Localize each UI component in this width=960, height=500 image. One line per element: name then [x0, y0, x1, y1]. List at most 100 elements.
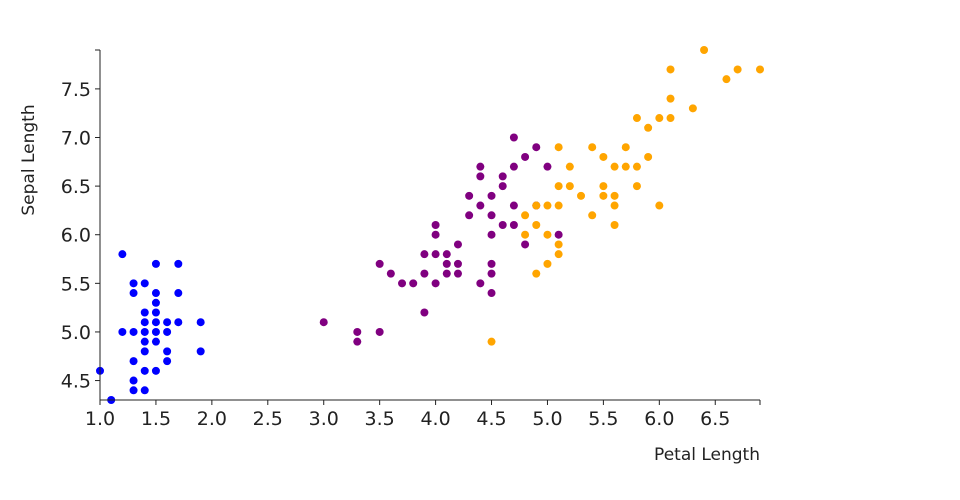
- x-tick-label: 2.5: [253, 408, 283, 430]
- data-point: [151, 318, 160, 327]
- data-point: [487, 259, 496, 268]
- data-point: [129, 279, 138, 288]
- data-point: [140, 386, 149, 395]
- data-point: [700, 46, 709, 54]
- data-point: [129, 386, 138, 395]
- data-point: [163, 327, 172, 336]
- x-tick-label: 2.0: [197, 408, 227, 430]
- data-point: [621, 143, 630, 152]
- y-tick-label: 5.0: [61, 322, 91, 344]
- data-point: [756, 65, 764, 74]
- data-point: [174, 259, 183, 268]
- x-tick-label: 1.5: [141, 408, 171, 430]
- data-point: [431, 279, 440, 288]
- data-point: [521, 152, 530, 161]
- y-tick-label: 6.5: [61, 176, 91, 198]
- data-point: [610, 191, 619, 200]
- y-axis-title: Sepal Length: [19, 104, 39, 215]
- data-point: [554, 230, 563, 239]
- y-tick-label: 7.5: [61, 79, 91, 101]
- data-point: [151, 337, 160, 346]
- data-point: [431, 221, 440, 229]
- data-point: [632, 162, 641, 171]
- data-point: [509, 133, 518, 142]
- data-point: [465, 211, 474, 220]
- data-point: [733, 65, 742, 74]
- x-tick-label: 1.0: [85, 408, 115, 430]
- data-point: [118, 250, 127, 259]
- data-point: [498, 182, 507, 191]
- data-point: [554, 240, 563, 249]
- data-point: [420, 269, 429, 278]
- y-axis-ticks: 4.5 5.0 5.5 6.0 6.5 7.0 7.5: [61, 49, 100, 393]
- data-point: [375, 327, 384, 336]
- data-point: [151, 289, 160, 298]
- data-point: [588, 211, 597, 220]
- data-point: [532, 201, 541, 210]
- data-point: [420, 250, 429, 259]
- data-point: [666, 94, 675, 103]
- x-tick-label: 3.5: [365, 408, 395, 430]
- data-point: [129, 357, 138, 366]
- data-point: [521, 240, 530, 249]
- data-point: [532, 221, 541, 229]
- data-point: [453, 269, 462, 278]
- data-point: [140, 318, 149, 327]
- data-point: [543, 259, 552, 268]
- data-point: [487, 289, 496, 298]
- data-point: [118, 327, 127, 336]
- data-point: [688, 104, 697, 113]
- data-point: [599, 191, 608, 200]
- data-point: [487, 337, 496, 346]
- data-point: [610, 201, 619, 210]
- data-point: [151, 366, 160, 375]
- data-point: [476, 172, 485, 181]
- data-point: [140, 279, 149, 288]
- data-point: [129, 289, 138, 298]
- data-point: [498, 172, 507, 181]
- data-point: [140, 308, 149, 317]
- data-point: [453, 259, 462, 268]
- data-point: [196, 347, 205, 356]
- series-0: [96, 250, 205, 404]
- data-point: [442, 250, 451, 259]
- data-point: [543, 201, 552, 210]
- data-point: [532, 143, 541, 152]
- data-point: [644, 123, 653, 132]
- data-point: [644, 152, 653, 161]
- data-point: [599, 182, 608, 191]
- data-point: [487, 230, 496, 239]
- data-point: [151, 298, 160, 307]
- x-tick-label: 4.0: [420, 408, 450, 430]
- data-point: [554, 143, 563, 152]
- data-point: [554, 182, 563, 191]
- data-point: [353, 327, 362, 336]
- y-tick-label: 5.5: [61, 273, 91, 295]
- data-point: [151, 259, 160, 268]
- data-point: [521, 230, 530, 239]
- data-point: [431, 230, 440, 239]
- data-point: [442, 269, 451, 278]
- x-axis-title: Petal Length: [654, 445, 760, 465]
- data-point: [140, 337, 149, 346]
- data-point: [174, 289, 183, 298]
- data-point: [487, 269, 496, 278]
- data-point: [465, 191, 474, 200]
- data-point: [632, 114, 641, 123]
- data-point: [375, 259, 384, 268]
- data-point: [655, 114, 664, 123]
- data-point: [420, 308, 429, 317]
- data-point: [498, 221, 507, 229]
- data-point: [163, 318, 172, 327]
- y-tick-label: 6.0: [61, 225, 91, 247]
- data-point: [632, 182, 641, 191]
- data-point: [610, 162, 619, 171]
- data-point: [610, 221, 619, 229]
- data-point: [386, 269, 395, 278]
- data-point: [196, 318, 205, 327]
- data-point: [588, 143, 597, 152]
- data-point: [599, 152, 608, 161]
- data-point: [476, 279, 485, 288]
- data-point: [532, 269, 541, 278]
